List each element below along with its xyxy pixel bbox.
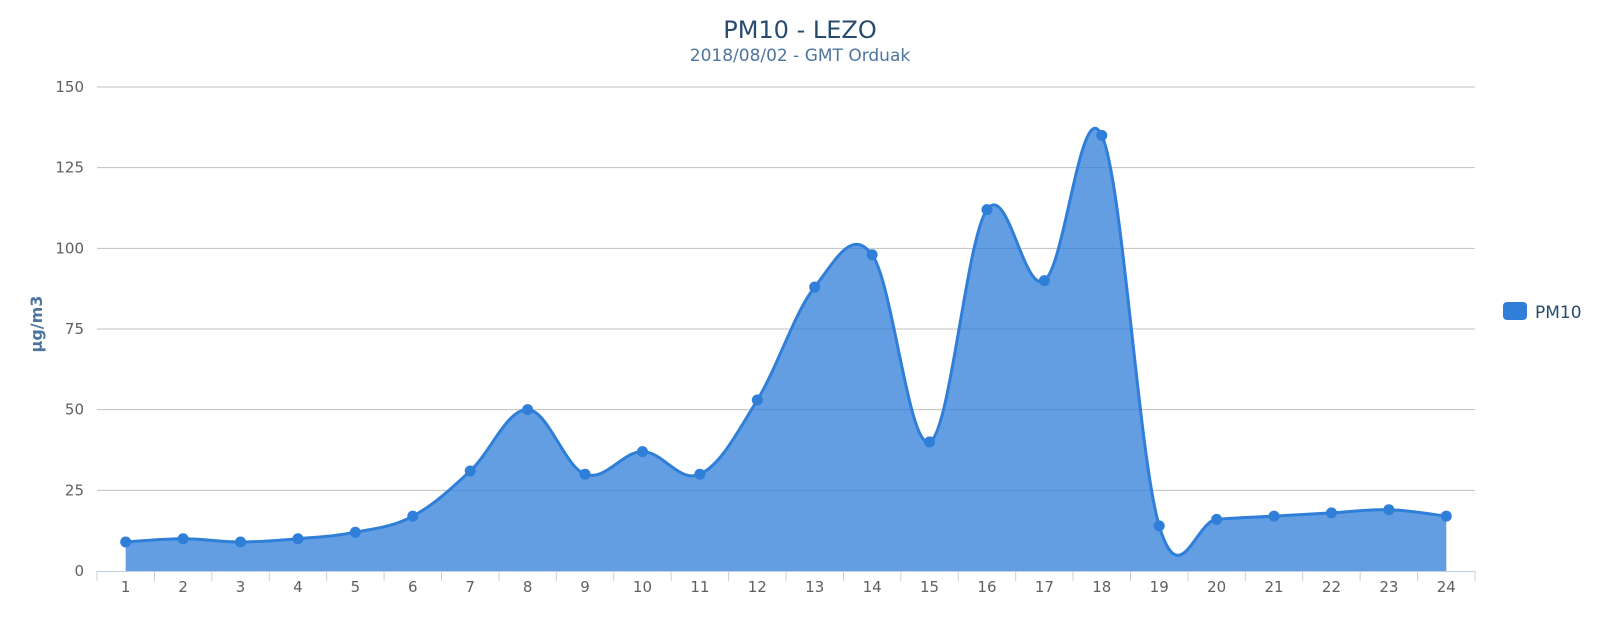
x-tick-label: 15 (920, 578, 939, 596)
data-point[interactable] (751, 394, 763, 406)
y-tick-label: 0 (74, 562, 84, 580)
x-tick-label: 24 (1437, 578, 1456, 596)
x-tick-label: 3 (236, 578, 246, 596)
x-tick-label: 16 (977, 578, 996, 596)
data-point[interactable] (1325, 507, 1337, 519)
x-tick-label: 5 (351, 578, 361, 596)
data-point[interactable] (636, 446, 648, 458)
x-tick-label: 21 (1264, 578, 1283, 596)
x-tick-label: 11 (690, 578, 709, 596)
y-tick-label: 25 (65, 481, 84, 499)
x-tick-label: 23 (1379, 578, 1398, 596)
legend-label: PM10 (1535, 303, 1582, 323)
data-point[interactable] (981, 204, 993, 216)
data-point[interactable] (1383, 504, 1395, 516)
data-point[interactable] (235, 536, 247, 548)
data-point[interactable] (1211, 513, 1223, 525)
y-tick-label: 50 (65, 401, 84, 419)
y-tick-label: 100 (55, 239, 84, 257)
y-tick-label: 125 (55, 159, 84, 177)
data-point[interactable] (694, 468, 706, 480)
chart-title: PM10 - LEZO (723, 16, 877, 44)
x-tick-label: 20 (1207, 578, 1226, 596)
y-axis-ticks: 0 25 50 75 100 125 150 (55, 78, 84, 580)
x-tick-label: 13 (805, 578, 824, 596)
x-tick-label: 1 (121, 578, 131, 596)
x-tick-label: 17 (1035, 578, 1054, 596)
y-axis-label: µg/m3 (27, 296, 46, 353)
data-point[interactable] (349, 526, 361, 538)
data-point[interactable] (522, 404, 534, 416)
data-point[interactable] (464, 465, 476, 477)
data-point[interactable] (866, 249, 878, 261)
x-tick-label: 9 (580, 578, 590, 596)
x-tick-label: 14 (863, 578, 882, 596)
x-axis: 1 2 3 4 5 6 7 8 9 10 11 12 13 14 15 16 17 18 19 20 21 22 23 24 (96, 571, 1476, 596)
data-point[interactable] (292, 533, 304, 545)
data-point[interactable] (924, 436, 936, 448)
data-point[interactable] (1268, 510, 1280, 522)
y-tick-label: 150 (55, 78, 84, 96)
x-tick-label: 19 (1150, 578, 1169, 596)
legend[interactable]: PM10 (1503, 302, 1582, 323)
series-points (120, 129, 1452, 548)
x-tick-label: 18 (1092, 578, 1111, 596)
chart-subtitle: 2018/08/02 - GMT Orduak (690, 46, 911, 66)
gridlines (97, 86, 1475, 491)
x-tick-label: 7 (465, 578, 475, 596)
area-fill (125, 128, 1447, 571)
data-point[interactable] (1440, 510, 1452, 522)
x-tick-label: 2 (178, 578, 188, 596)
x-tick-label: 12 (748, 578, 767, 596)
y-tick-label: 75 (65, 320, 84, 338)
data-point[interactable] (1153, 520, 1165, 532)
series-area (125, 126, 1447, 571)
data-point[interactable] (1096, 129, 1108, 141)
data-point[interactable] (177, 533, 189, 545)
x-tick-label: 10 (633, 578, 652, 596)
data-point[interactable] (407, 510, 419, 522)
x-tick-label: 4 (293, 578, 303, 596)
x-tick-label: 8 (523, 578, 533, 596)
data-point[interactable] (579, 468, 591, 480)
x-tick-label: 22 (1322, 578, 1341, 596)
data-point[interactable] (1038, 275, 1050, 287)
x-tick-label: 6 (408, 578, 418, 596)
data-point[interactable] (120, 536, 132, 548)
data-point[interactable] (809, 281, 821, 293)
legend-swatch (1503, 302, 1527, 320)
